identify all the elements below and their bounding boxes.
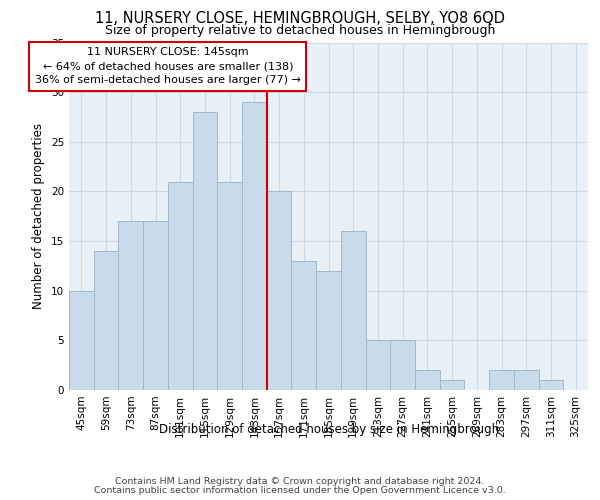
Bar xyxy=(94,251,118,390)
Text: Contains public sector information licensed under the Open Government Licence v3: Contains public sector information licen… xyxy=(94,486,506,495)
Bar xyxy=(193,112,217,390)
Bar xyxy=(341,231,365,390)
Bar xyxy=(168,182,193,390)
Bar xyxy=(415,370,440,390)
Bar xyxy=(292,261,316,390)
Bar xyxy=(539,380,563,390)
Bar xyxy=(440,380,464,390)
Bar xyxy=(242,102,267,390)
Text: 11, NURSERY CLOSE, HEMINGBROUGH, SELBY, YO8 6QD: 11, NURSERY CLOSE, HEMINGBROUGH, SELBY, … xyxy=(95,11,505,26)
Bar xyxy=(118,221,143,390)
Bar xyxy=(365,340,390,390)
Text: 11 NURSERY CLOSE: 145sqm
← 64% of detached houses are smaller (138)
36% of semi-: 11 NURSERY CLOSE: 145sqm ← 64% of detach… xyxy=(35,48,301,86)
Y-axis label: Number of detached properties: Number of detached properties xyxy=(32,123,46,309)
Bar xyxy=(217,182,242,390)
Bar xyxy=(143,221,168,390)
Bar xyxy=(390,340,415,390)
Text: Distribution of detached houses by size in Hemingbrough: Distribution of detached houses by size … xyxy=(159,422,499,436)
Bar xyxy=(316,271,341,390)
Text: Size of property relative to detached houses in Hemingbrough: Size of property relative to detached ho… xyxy=(105,24,495,37)
Bar xyxy=(267,192,292,390)
Bar xyxy=(69,290,94,390)
Bar xyxy=(489,370,514,390)
Text: Contains HM Land Registry data © Crown copyright and database right 2024.: Contains HM Land Registry data © Crown c… xyxy=(115,477,485,486)
Bar xyxy=(514,370,539,390)
